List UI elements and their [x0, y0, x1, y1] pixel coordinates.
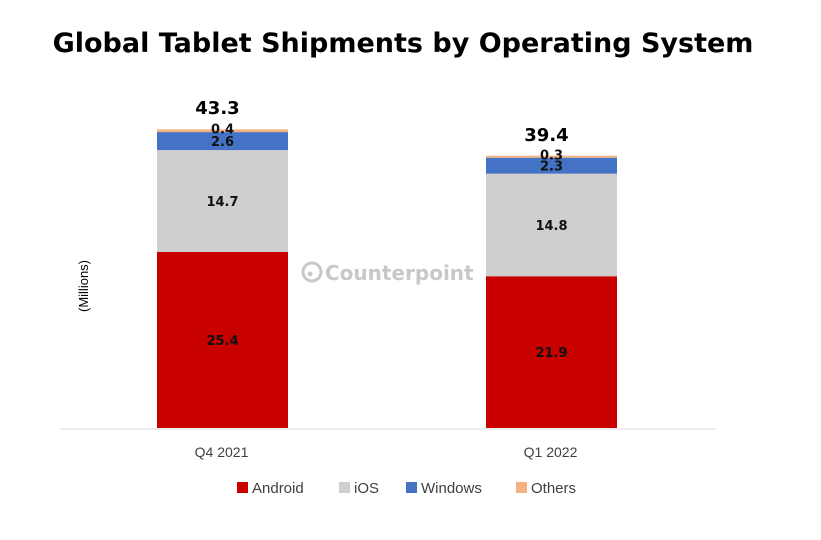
legend-item-others: Others — [516, 480, 576, 497]
data-label-others: 0.4 — [211, 122, 234, 137]
legend-label: iOS — [354, 480, 379, 497]
x-tick-label: Q4 2021 — [195, 444, 249, 460]
watermark: Counterpoint — [301, 261, 474, 285]
bar-windows-q1-2022 — [486, 157, 617, 174]
legend-swatch — [516, 482, 527, 493]
counterpoint-logo-icon — [301, 261, 323, 283]
bars-group — [157, 129, 617, 428]
bar-windows-q4-2021 — [157, 132, 288, 151]
total-labels-group: 43.3 39.4 — [195, 98, 568, 146]
y-axis-label: (Millions) — [76, 260, 91, 312]
legend-label: Others — [531, 480, 576, 497]
legend: Android iOS Windows Others — [237, 480, 576, 497]
legend-swatch — [339, 482, 350, 493]
total-label: 39.4 — [524, 125, 568, 146]
bar-others-q1-2022 — [486, 155, 617, 158]
legend-label: Android — [252, 480, 304, 497]
data-label-ios: 14.7 — [206, 195, 238, 210]
legend-swatch — [237, 482, 248, 493]
segment-labels-group: 25.4 14.7 2.60.4 21.9 14.8 2.30.3 — [206, 122, 567, 361]
data-label-ios: 14.8 — [535, 219, 567, 234]
bar-android-q1-2022 — [486, 276, 617, 428]
data-label-android: 25.4 — [206, 334, 238, 349]
chart-title: Global Tablet Shipments by Operating Sys… — [53, 28, 754, 59]
bar-others-q4-2021 — [157, 129, 288, 133]
x-tick-labels-group: Q4 2021 Q1 2022 — [195, 444, 578, 460]
bar-ios-q4-2021 — [157, 150, 288, 252]
counterpoint-logo-dot — [307, 271, 313, 277]
data-label-others: 0.3 — [540, 149, 563, 164]
legend-item-windows: Windows — [406, 480, 482, 497]
total-label: 43.3 — [195, 98, 239, 119]
legend-item-android: Android — [237, 480, 304, 497]
data-label-windows: 2.3 — [540, 160, 563, 175]
x-tick-label: Q1 2022 — [524, 444, 578, 460]
watermark-text: Counterpoint — [325, 261, 474, 285]
bar-android-q4-2021 — [157, 251, 288, 428]
data-label-android: 21.9 — [535, 346, 567, 361]
legend-item-ios: iOS — [339, 480, 379, 497]
legend-swatch — [406, 482, 417, 493]
data-label-windows: 2.6 — [211, 135, 234, 150]
bar-ios-q1-2022 — [486, 173, 617, 277]
legend-label: Windows — [421, 480, 482, 497]
